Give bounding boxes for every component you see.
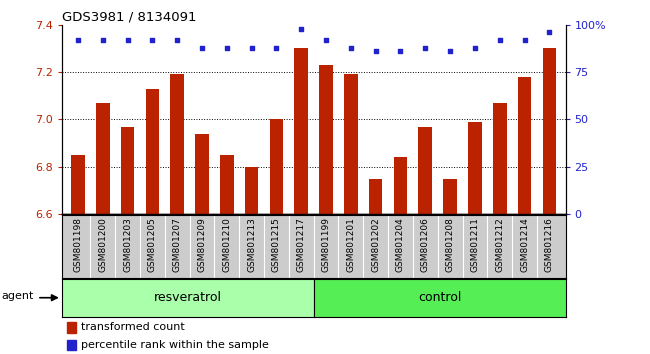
Text: GSM801205: GSM801205	[148, 217, 157, 272]
Text: GSM801203: GSM801203	[123, 217, 132, 272]
Text: GSM801215: GSM801215	[272, 217, 281, 272]
Bar	[67, 340, 76, 350]
Point	[495, 37, 505, 43]
Point	[544, 29, 554, 35]
Point	[346, 45, 356, 50]
Point	[271, 45, 281, 50]
Bar	[344, 74, 358, 214]
Bar	[220, 155, 233, 214]
Point	[519, 37, 530, 43]
Text: GSM801211: GSM801211	[471, 217, 480, 272]
Text: GSM801199: GSM801199	[322, 217, 331, 272]
Text: transformed count: transformed count	[81, 322, 185, 332]
Bar	[419, 127, 432, 214]
Point	[147, 37, 157, 43]
Text: GSM801213: GSM801213	[247, 217, 256, 272]
Point	[122, 37, 133, 43]
Point	[246, 45, 257, 50]
Bar	[195, 134, 209, 214]
Text: percentile rank within the sample: percentile rank within the sample	[81, 340, 268, 350]
Text: GDS3981 / 8134091: GDS3981 / 8134091	[62, 11, 196, 24]
Point	[98, 37, 108, 43]
Point	[470, 45, 480, 50]
Bar	[170, 74, 184, 214]
Point	[222, 45, 232, 50]
Bar	[319, 65, 333, 214]
Text: GSM801212: GSM801212	[495, 217, 504, 272]
Text: GSM801217: GSM801217	[296, 217, 306, 272]
Point	[73, 37, 83, 43]
Bar	[121, 127, 135, 214]
Point	[321, 37, 332, 43]
Text: GSM801202: GSM801202	[371, 217, 380, 272]
Bar	[294, 48, 308, 214]
Bar	[493, 103, 506, 214]
Point	[370, 48, 381, 54]
Text: GSM801206: GSM801206	[421, 217, 430, 272]
Point	[420, 45, 430, 50]
Bar	[67, 322, 76, 333]
Text: GSM801214: GSM801214	[520, 217, 529, 272]
Bar	[146, 89, 159, 214]
Point	[172, 37, 183, 43]
Point	[445, 48, 455, 54]
Text: GSM801210: GSM801210	[222, 217, 231, 272]
Text: GSM801216: GSM801216	[545, 217, 554, 272]
Bar	[518, 77, 532, 214]
Text: GSM801198: GSM801198	[73, 217, 83, 272]
Bar	[96, 103, 109, 214]
Point	[395, 48, 406, 54]
Bar	[394, 158, 408, 214]
Bar	[369, 179, 382, 214]
Bar	[543, 48, 556, 214]
Bar	[245, 167, 259, 214]
Bar	[270, 120, 283, 214]
Text: GSM801207: GSM801207	[173, 217, 181, 272]
Text: GSM801209: GSM801209	[198, 217, 207, 272]
Text: GSM801200: GSM801200	[98, 217, 107, 272]
Text: GSM801201: GSM801201	[346, 217, 356, 272]
Point	[197, 45, 207, 50]
Text: resveratrol: resveratrol	[153, 291, 222, 304]
Text: agent: agent	[1, 291, 34, 301]
Text: GSM801204: GSM801204	[396, 217, 405, 272]
Bar	[443, 179, 457, 214]
Text: GSM801208: GSM801208	[446, 217, 454, 272]
Bar	[71, 155, 84, 214]
Bar	[468, 122, 482, 214]
Point	[296, 26, 306, 32]
Text: control: control	[418, 291, 461, 304]
